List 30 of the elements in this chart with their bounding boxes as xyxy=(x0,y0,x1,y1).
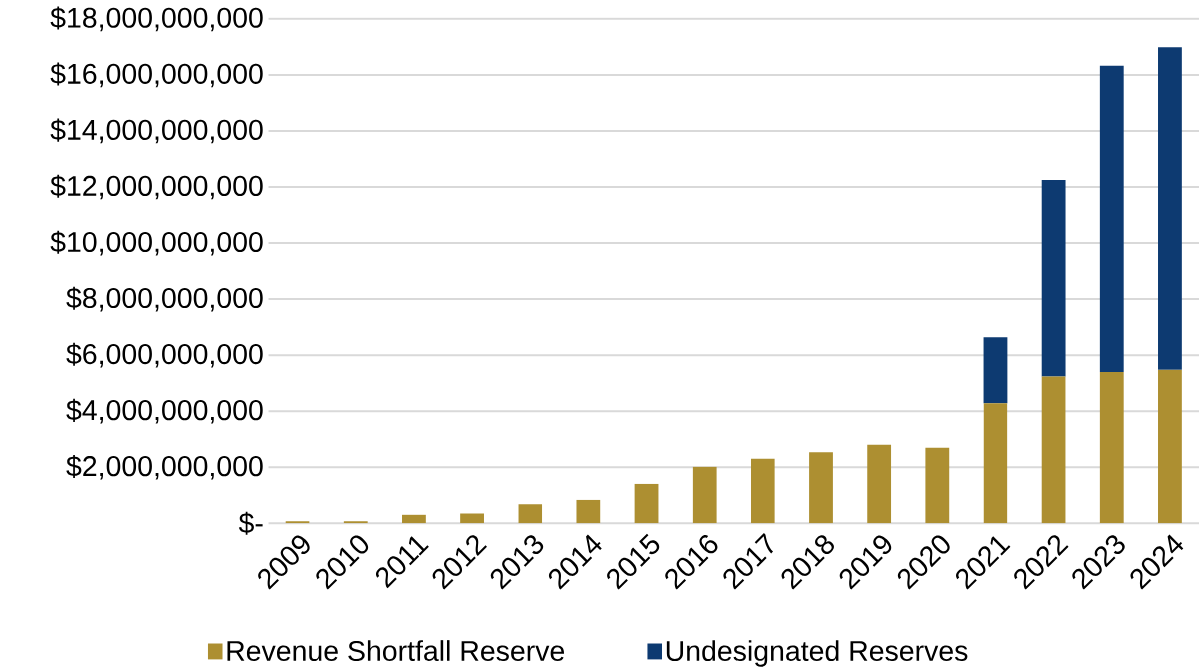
bar xyxy=(983,337,1008,404)
bar xyxy=(576,499,601,524)
bar xyxy=(634,483,659,524)
bar xyxy=(1041,179,1066,377)
y-tick-label: $2,000,000,000 xyxy=(66,454,263,480)
bar xyxy=(809,451,833,524)
y-tick-label: $4,000,000,000 xyxy=(66,398,263,424)
bar xyxy=(1041,376,1066,524)
bar xyxy=(925,447,950,524)
bar xyxy=(1099,371,1124,524)
y-tick-label: $8,000,000,000 xyxy=(66,286,263,312)
bar xyxy=(1158,369,1182,524)
bar xyxy=(1158,47,1182,370)
bar xyxy=(460,513,484,524)
bar xyxy=(867,444,892,524)
y-tick-label: $12,000,000,000 xyxy=(50,174,263,200)
bar xyxy=(1099,65,1124,372)
y-tick-label: $- xyxy=(238,511,263,535)
bar xyxy=(518,504,543,524)
y-tick-label: $18,000,000,000 xyxy=(50,6,263,32)
y-tick-label: $10,000,000,000 xyxy=(50,230,263,256)
bar xyxy=(983,403,1008,524)
legend-label: Revenue Shortfall Reserve xyxy=(227,640,565,661)
y-tick-label: $6,000,000,000 xyxy=(66,342,263,368)
y-tick-label: $14,000,000,000 xyxy=(50,118,263,144)
y-tick-label: $16,000,000,000 xyxy=(50,62,263,88)
bar xyxy=(402,514,426,524)
legend-label: Undesignated Reserves xyxy=(666,640,968,667)
bar xyxy=(692,466,717,524)
bar xyxy=(750,458,775,524)
